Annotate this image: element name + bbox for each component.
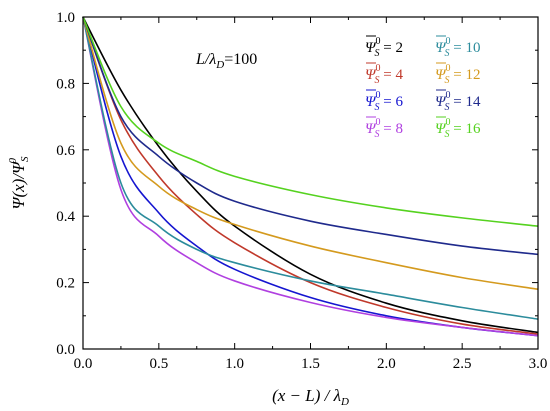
x-tick-label: 2.0 [377,356,396,372]
legend-label: Ψ0 S = 8 [365,117,403,140]
legend-value: 8 [396,121,404,137]
legend-label: Ψ0 S = 2 [365,36,403,59]
legend: Ψ0 S = 2 Ψ0 S = 4 Ψ0 S = 6 Ψ0 S = 8 Ψ0 S = 10 Ψ0 S … [365,35,481,140]
legend-entry-5: Ψ0 S = 10 [435,35,481,59]
legend-value: 2 [396,40,404,56]
legend-label: Ψ0 S = 6 [365,90,404,113]
series-line-6 [82,16,539,291]
x-tick-label: 1.5 [301,356,320,372]
y-tick-label: 1.0 [56,10,75,26]
legend-entry-7: Ψ0 S = 14 [435,89,481,113]
legend-label: Ψ0 S = 14 [435,90,481,113]
legend-value: 16 [466,121,482,137]
legend-value: 4 [396,67,404,83]
legend-entry-4: Ψ0 S = 8 [365,116,403,140]
x-tick-label: 3.0 [529,356,548,372]
legend-value: 12 [466,67,481,83]
legend-label: Ψ0 S = 10 [435,36,481,59]
series-line-1 [82,16,539,334]
legend-entry-1: Ψ0 S = 2 [365,35,403,59]
legend-label: Ψ0 S = 12 [435,63,481,86]
y-axis-label: Ψ(x)/ΨS0 [7,156,31,210]
y-tick-label: 0.0 [56,342,75,358]
x-tick-label: 0.5 [149,356,168,372]
series-line-3 [82,16,539,337]
y-tick-label: 0.4 [56,209,75,225]
series-line-8 [82,16,539,227]
legend-value: 10 [466,40,481,56]
legend-entry-2: Ψ0 S = 4 [365,62,404,86]
legend-label: Ψ0 S = 16 [435,117,481,140]
y-tick-label: 0.2 [56,276,75,292]
series-line-7 [82,16,539,256]
x-axis-label: (x − L) / λD [272,386,349,408]
legend-entry-6: Ψ0 S = 12 [435,62,481,86]
series-line-2 [82,16,539,335]
series-line-5 [82,16,539,320]
legend-entry-8: Ψ0 S = 16 [435,116,481,140]
x-tick-label: 0.0 [74,356,93,372]
series-line-4 [82,16,539,337]
parameter-annotation: L/λD=100 [195,51,257,71]
legend-label: Ψ0 S = 4 [365,63,404,86]
curves-group [82,16,539,337]
legend-value: 14 [466,94,482,110]
axis-ticks: 0.0 0.5 1.0 1.5 2.0 2.5 3.0 0.0 0.2 0.4 0.6 0.8 1.0 [56,10,547,372]
legend-entry-3: Ψ0 S = 6 [365,89,404,113]
x-tick-label: 2.5 [453,356,472,372]
x-tick-label: 1.0 [225,356,244,372]
y-tick-label: 0.6 [56,143,75,159]
legend-value: 6 [396,94,404,110]
y-tick-label: 0.8 [56,76,75,92]
